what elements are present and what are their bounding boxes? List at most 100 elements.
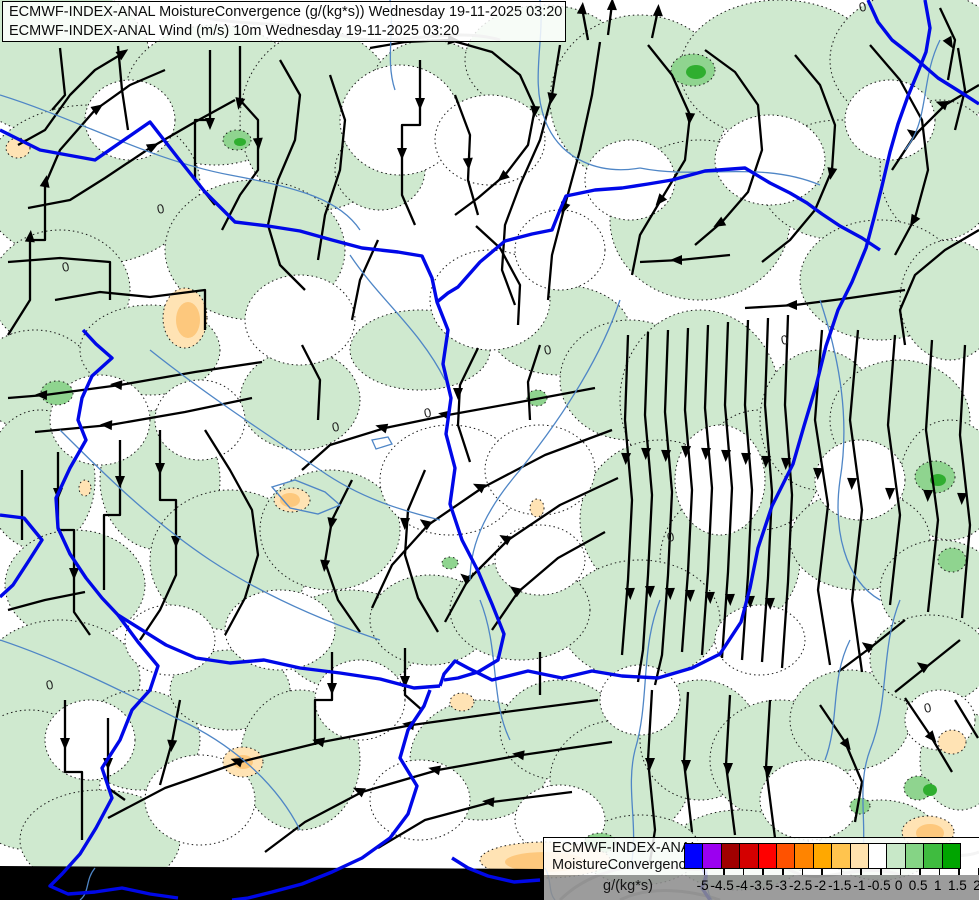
- wind-arrowhead: [839, 737, 851, 751]
- wind-streamline: [620, 334, 634, 656]
- wind-arrowhead: [327, 683, 337, 695]
- contour-zero-label: 0: [858, 0, 868, 15]
- wind-arrowhead: [327, 517, 338, 530]
- wind-arrowhead: [497, 169, 510, 182]
- shade-neutral: [429, 249, 551, 351]
- shade-pale-orange: [937, 729, 967, 755]
- border-river-thick: [231, 689, 432, 900]
- wind-arrowhead: [462, 157, 473, 170]
- border-river-thick: [54, 328, 441, 690]
- wind-arrowhead: [685, 112, 696, 125]
- shade-mid-green: [849, 797, 871, 815]
- shade-dark-green: [686, 65, 706, 79]
- wind-streamline: [546, 41, 602, 301]
- wind-arrowhead: [681, 445, 692, 458]
- wind-streamline: [819, 704, 864, 823]
- wind-streamline: [924, 339, 940, 613]
- wind-arrowhead: [761, 455, 772, 468]
- wind-arrowhead: [171, 536, 181, 548]
- legend-tick-label: -1: [853, 878, 866, 893]
- wind-streamline: [403, 648, 423, 711]
- wind-streamline: [780, 314, 794, 669]
- river-thin: [0, 94, 361, 231]
- river-thin: [79, 867, 96, 900]
- legend-color-cell: [739, 843, 759, 869]
- wind-arrowhead: [24, 230, 35, 243]
- legend-tick-label: -2.5: [788, 878, 813, 893]
- wind-arrowhead: [530, 105, 541, 118]
- border-river-thick: [866, 0, 979, 106]
- legend-color-cell: [941, 843, 962, 869]
- wind-arrowhead: [641, 447, 652, 460]
- river-thin: [469, 299, 621, 581]
- legend-tick-label: 1: [934, 878, 942, 893]
- legend-color-cell: [904, 843, 925, 869]
- wind-arrowhead: [90, 104, 104, 116]
- legend-color-cell: [702, 843, 722, 869]
- wind-arrowhead: [827, 167, 838, 180]
- legend-tick-label: 2: [973, 878, 979, 893]
- wind-arrowhead: [39, 175, 50, 188]
- wind-arrowhead: [935, 100, 949, 111]
- wind-arrowhead: [472, 483, 486, 494]
- wind-arrowhead: [661, 449, 672, 462]
- legend-tick: [938, 868, 941, 875]
- wind-arrowhead: [428, 765, 441, 776]
- wind-arrowhead: [205, 118, 215, 130]
- shade-neutral: [674, 424, 766, 536]
- river-thin: [349, 254, 446, 381]
- legend-color-cell: [684, 843, 704, 869]
- wind-arrowhead: [741, 452, 752, 465]
- wind-arrowhead: [723, 763, 733, 775]
- wind-arrowhead: [230, 757, 244, 768]
- legend-tick-label: -0.5: [867, 878, 891, 893]
- contour-zero-label: 0: [423, 405, 433, 421]
- legend-tick: [919, 868, 921, 875]
- wind-arrowhead: [60, 738, 70, 750]
- wind-streamline: [313, 652, 334, 745]
- wind-streamline: [886, 334, 902, 606]
- legend-tick: [899, 868, 902, 875]
- wind-arrowhead: [110, 380, 123, 391]
- shade-light-green: [869, 614, 979, 706]
- legend-color-cell: [923, 843, 943, 869]
- legend-color-cell: [849, 843, 870, 869]
- wind-arrowhead: [785, 300, 797, 310]
- wind-arrowhead: [460, 573, 473, 586]
- shade-neutral: [84, 79, 176, 161]
- legend-units: g/(kg*s): [603, 878, 653, 894]
- lake-outline: [371, 436, 393, 450]
- wind-arrowhead: [652, 4, 663, 17]
- legend-tick: [860, 868, 862, 875]
- wind-arrowhead: [482, 797, 495, 808]
- river-thin: [859, 599, 901, 869]
- river-thin: [819, 299, 881, 601]
- wind-arrowhead: [942, 35, 953, 49]
- wind-streamline: [636, 331, 654, 683]
- wind-streamline: [653, 329, 674, 686]
- legend-tick: [840, 868, 843, 875]
- wind-streamline: [744, 288, 906, 310]
- contour-zero-label: 0: [156, 201, 166, 217]
- wind-streamline: [266, 59, 306, 291]
- wind-arrowhead: [415, 98, 425, 110]
- river-thin: [904, 39, 941, 151]
- legend-color-cell: [831, 843, 851, 869]
- wind-arrowhead: [419, 519, 433, 531]
- wind-arrowhead: [957, 492, 968, 505]
- border-river-thick: [435, 301, 506, 682]
- map-void-strip: [0, 866, 543, 900]
- wind-arrowhead: [847, 477, 858, 490]
- wind-streamline: [456, 347, 480, 463]
- wind-streamline: [526, 344, 542, 421]
- shade-neutral: [369, 759, 471, 841]
- shade-neutral: [814, 439, 906, 521]
- legend-label-strip: [543, 875, 979, 900]
- wind-arrowhead: [763, 766, 773, 778]
- wind-streamline: [370, 428, 613, 609]
- wind-streamline: [453, 94, 480, 216]
- wind-streamline: [54, 288, 207, 330]
- wind-streamline: [848, 329, 864, 673]
- river-thin: [479, 599, 511, 741]
- wind-arrowhead: [509, 586, 523, 598]
